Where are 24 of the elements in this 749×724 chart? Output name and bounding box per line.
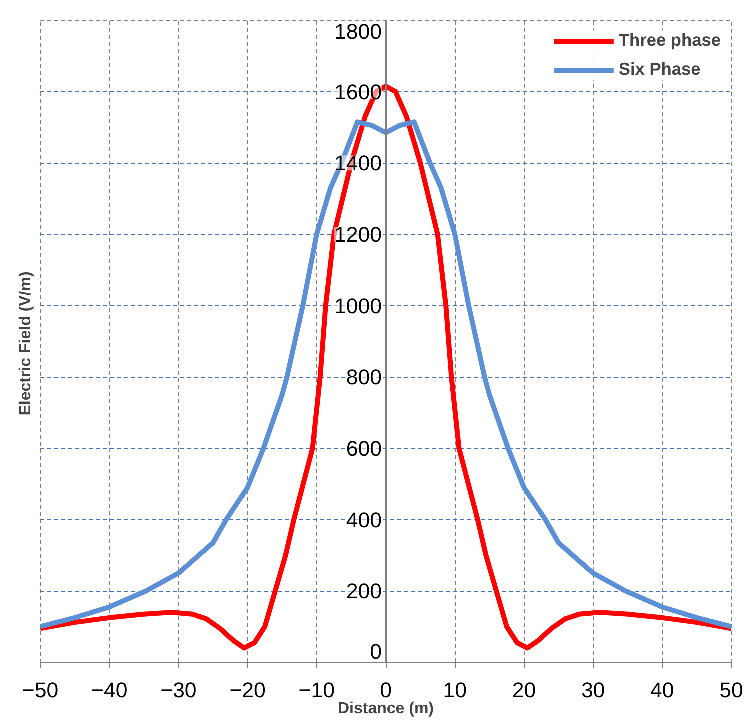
y-tick-label: 400 [346, 508, 382, 532]
legend-label: Three phase [618, 30, 721, 51]
legend-label: Six Phase [618, 59, 701, 80]
y-tick-label: 1400 [334, 152, 382, 176]
x-tick-label: −20 [230, 678, 266, 702]
y-tick-label: 200 [346, 580, 382, 604]
y-axis-title: Electric Field (V/m) [18, 272, 34, 416]
x-tick-label: 30 [581, 678, 606, 702]
y-tick-label: 1000 [334, 294, 382, 318]
y-tick-label: 0 [370, 640, 382, 664]
y-tick-label: 600 [346, 437, 382, 461]
x-tick-label: −10 [298, 678, 336, 702]
y-tick-label: 1200 [334, 223, 382, 247]
x-tick-label: 20 [512, 678, 536, 702]
x-tick-label: −30 [160, 678, 197, 702]
x-tick-label: 50 [720, 678, 744, 702]
x-axis-title: Distance (m) [338, 700, 434, 718]
x-tick-label: 40 [650, 678, 674, 702]
y-tick-label: 1800 [334, 20, 382, 44]
y-tick-label: 1600 [334, 80, 382, 104]
x-tick-label: −50 [22, 678, 59, 702]
x-tick-label: 10 [443, 678, 468, 702]
x-tick-label: −40 [92, 678, 128, 702]
y-tick-label: 800 [346, 366, 382, 390]
